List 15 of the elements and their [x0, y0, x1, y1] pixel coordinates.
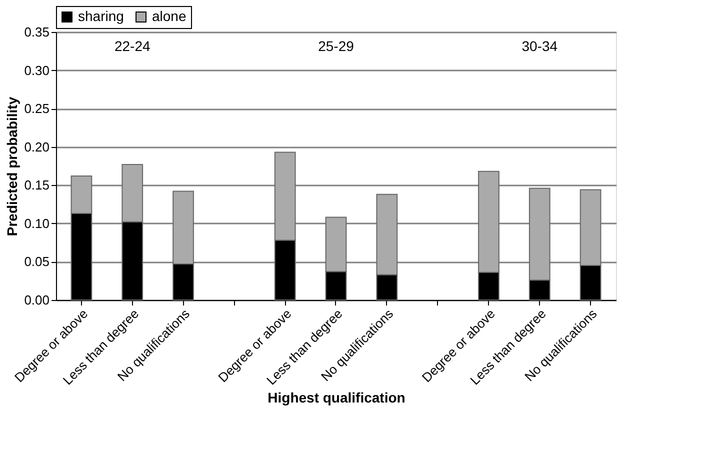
y-tick-label: 0.25 [24, 101, 50, 116]
legend-label: alone [152, 8, 186, 24]
y-tick-label: 0.35 [24, 24, 50, 40]
y-tick-label: 0.20 [24, 139, 50, 154]
y-tick-label: 0.00 [24, 292, 50, 308]
y-tick-label: 0.05 [24, 254, 50, 270]
y-tick-label: 0.10 [24, 216, 50, 231]
x-axis-title: Highest qualification [268, 390, 406, 406]
y-tick-label: 0.30 [24, 62, 50, 78]
legend-label: sharing [78, 8, 124, 24]
annotation: 22-24 [114, 38, 150, 54]
y-tick-label: 0.15 [24, 178, 50, 193]
annotation: 25-29 [318, 38, 354, 54]
annotation: 30-34 [522, 38, 558, 54]
y-axis-title: Predicted probability [4, 96, 20, 236]
